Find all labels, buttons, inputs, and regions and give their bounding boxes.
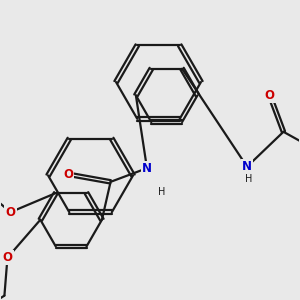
Text: N: N — [242, 160, 252, 173]
Text: O: O — [265, 89, 275, 102]
Text: N: N — [142, 162, 152, 175]
Text: O: O — [5, 206, 16, 219]
Text: O: O — [63, 168, 73, 181]
Text: H: H — [245, 174, 253, 184]
Text: H: H — [158, 188, 166, 197]
Text: O: O — [2, 251, 13, 264]
